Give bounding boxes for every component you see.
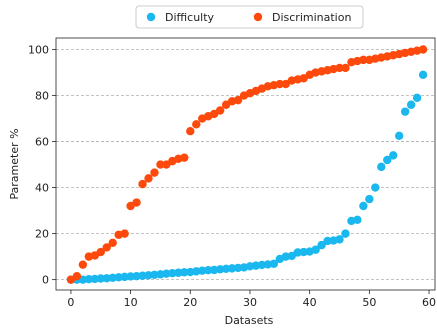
x-tick-label: 30 [243,296,257,309]
discrimination-point [192,120,201,129]
legend-marker-discrimination [253,12,263,22]
difficulty-point [311,245,320,254]
discrimination-point [78,260,88,269]
difficulty-point [174,268,183,277]
y-tick-label: 60 [35,136,49,149]
discrimination-point [132,198,141,207]
difficulty-point [394,131,404,141]
y-tick-label: 80 [35,90,49,103]
discrimination-point [72,271,82,281]
difficulty-point [371,183,380,192]
difficulty-point [180,268,189,277]
difficulty-point [233,263,243,273]
difficulty-point [221,264,231,274]
y-tick-label: 0 [42,274,49,287]
discrimination-point [102,243,111,252]
difficulty-point [84,274,94,284]
difficulty-point [257,260,267,270]
difficulty-point [359,201,368,211]
difficulty-point [299,247,308,257]
x-tick-label: 40 [303,296,317,309]
difficulty-point [412,93,422,103]
difficulty-point [162,269,171,278]
x-tick-label: 10 [124,296,138,309]
discrimination-point [96,247,105,257]
difficulty-point [203,266,213,275]
legend: Difficulty Discrimination [135,5,364,29]
discrimination-point [275,79,285,89]
legend-box [135,5,364,29]
discrimination-point [120,229,129,238]
difficulty-point [90,274,99,284]
difficulty-point [317,240,326,250]
difficulty-point [168,269,177,278]
legend-label-discrimination: Discrimination [272,11,351,24]
difficulty-point [150,270,159,280]
difficulty-point [377,162,386,172]
difficulty-point [108,273,117,283]
difficulty-point [293,248,302,257]
difficulty-point [269,259,279,268]
x-tick-label: 60 [422,296,436,309]
x-tick-label: 20 [183,296,197,309]
axes: 0 20 40 60 80 100 0 10 20 30 40 50 60 [28,37,436,309]
x-tick-label: 0 [67,296,74,309]
legend-marker-difficulty [146,12,156,22]
difficulty-point [96,274,105,283]
discrimination-point [138,179,147,189]
legend-label-difficulty: Difficulty [165,11,215,24]
difficulty-point [102,274,111,283]
difficulty-point [126,272,135,281]
difficulty-point [132,271,141,281]
difficulty-point [418,70,428,80]
discrimination-point [359,55,368,65]
discrimination-point [156,160,165,169]
discrimination-point [186,127,195,136]
difficulty-point [406,100,416,109]
difficulty-point [227,264,237,273]
difficulty-point [335,235,344,244]
discrimination-point [144,174,153,183]
discrimination-point [108,238,117,248]
y-tick-label: 100 [28,44,49,57]
plot-frame [55,37,436,291]
difficulty-point [120,272,129,282]
difficulty-point [215,265,225,274]
y-tick-label: 20 [35,228,49,241]
difficulty-point [323,236,332,246]
difficulty-point [353,215,362,225]
discrimination-point [180,153,189,162]
difficulty-point [138,271,147,280]
difficulty-point [365,194,374,204]
y-tick-label: 40 [35,182,49,195]
difficulty-point [144,271,153,280]
discrimination-point [341,63,350,73]
discrimination-point [215,106,225,115]
difficulty-point [114,273,123,282]
data-points [66,45,428,284]
difficulty-point [389,151,398,160]
difficulty-point [198,266,207,275]
discrimination-point [418,45,428,54]
difficulty-point [383,155,392,165]
discrimination-point [150,168,159,177]
x-axis-label: Datasets [225,314,274,327]
x-tick-label: 50 [362,296,376,309]
y-axis-label: Parameter % [8,128,21,199]
difficulty-point [400,107,410,116]
difficulty-point [341,229,350,238]
discrimination-point [335,63,344,73]
discrimination-point [233,95,243,105]
